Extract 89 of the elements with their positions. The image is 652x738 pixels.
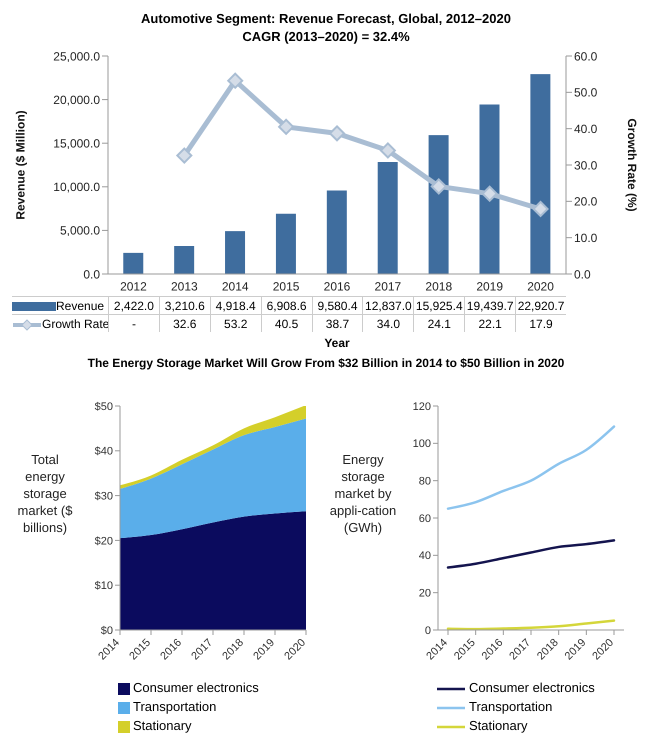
x-tick-label: 2014 <box>222 280 249 294</box>
legend-label: Stationary <box>469 718 528 733</box>
chart-title: Automotive Segment: Revenue Forecast, Global, 2012–2020 <box>140 10 512 28</box>
bar <box>479 104 500 274</box>
point <box>329 125 345 142</box>
y-tick-label: 40 <box>418 550 431 562</box>
legend-label: Stationary <box>133 718 192 733</box>
chart-subtitle: CAGR (2013–2020) = 32.4% <box>241 28 411 46</box>
y-tick-label: 20 <box>418 588 431 600</box>
y2-tick-label: 60.0 <box>574 49 598 64</box>
data-label: 32.6 <box>158 314 210 332</box>
legend-label: Transportation <box>469 699 552 714</box>
y2-tick-label: 20.0 <box>574 194 598 209</box>
y-tick-label: 80 <box>418 476 431 488</box>
legend-label: Revenue <box>56 299 104 313</box>
data-label: 19,439.7 <box>464 296 516 314</box>
x-tick-label: 2016 <box>324 280 351 294</box>
bar <box>174 246 194 274</box>
x-tick-label: 2020 <box>527 280 554 294</box>
y-tick-label: $0 <box>100 624 113 637</box>
data-label: 3,210.6 <box>158 296 210 314</box>
x-axis-title: Year <box>323 336 351 350</box>
y-tick-label: 0.0 <box>83 267 100 282</box>
data-label: 38.7 <box>312 314 362 332</box>
data-label: 22,920.7 <box>515 296 566 314</box>
data-label: 34.0 <box>362 314 414 332</box>
y-tick-label: 10,000.0 <box>53 180 100 194</box>
data-label: 24.1 <box>413 314 464 332</box>
x-tick-label: 2018 <box>425 280 452 294</box>
chart-title: The Energy Storage Market Will Grow From $32 Billion in 2014 to $50 Billion in 2020 <box>86 356 566 370</box>
point <box>482 186 498 202</box>
data-label: 40.5 <box>260 314 312 332</box>
x-tick-label: 2012 <box>120 280 148 294</box>
y-tick-label: 5,000.0 <box>60 224 100 238</box>
y-tick-label: 60 <box>418 512 431 525</box>
y-tick-label: $20 <box>94 535 113 548</box>
legend-label: Transportation <box>133 699 216 714</box>
y-tick-label: $50 <box>94 400 113 413</box>
y-tick-label: 25,000.0 <box>53 49 100 64</box>
line-series <box>446 425 616 510</box>
data-label: 4,918.4 <box>210 296 261 314</box>
data-label: 9,580.4 <box>312 296 362 314</box>
y2-axis-title: Growth Rate (%) <box>624 118 639 212</box>
bar <box>123 252 144 274</box>
bar <box>530 74 550 274</box>
y-tick-label: $40 <box>94 446 113 458</box>
y-tick-label: 15,000.0 <box>53 136 100 150</box>
bar <box>326 190 347 274</box>
point <box>380 142 396 158</box>
data-label: 2,422.0 <box>108 296 159 314</box>
y2-tick-label: 40.0 <box>574 122 598 136</box>
point <box>227 72 244 89</box>
line-series <box>446 539 616 569</box>
y2-tick-label: 30.0 <box>574 158 598 172</box>
y-tick-label: 0 <box>424 624 431 637</box>
point <box>430 178 447 194</box>
bar <box>225 231 246 274</box>
y2-tick-label: 50.0 <box>574 86 598 100</box>
bar <box>276 214 296 274</box>
x-tick-label: 2017 <box>374 280 402 294</box>
y-tick-label: $30 <box>94 490 113 503</box>
data-label: 6,908.6 <box>260 296 312 314</box>
legend-label: Consumer electronics <box>133 680 259 695</box>
point <box>532 200 549 217</box>
legend-label: Growth Rate <box>42 317 110 331</box>
x-tick-label: 2015 <box>272 280 300 294</box>
y-tick-label: $10 <box>94 580 113 592</box>
data-label: 53.2 <box>210 314 261 332</box>
y-tick-label: 120 <box>412 400 431 413</box>
point <box>176 148 192 164</box>
y-axis-title: Revenue ($ Million) <box>13 110 28 220</box>
y-tick-label: 100 <box>412 438 431 450</box>
data-label: 15,925.4 <box>413 296 464 314</box>
bar <box>378 162 398 274</box>
data-label: 22.1 <box>464 314 516 332</box>
y-axis-title: Energy storage market by appli-cation (GWh) <box>328 451 398 536</box>
y2-tick-label: 10.0 <box>574 230 598 245</box>
y-tick-label: 20,000.0 <box>53 92 100 107</box>
text: - <box>132 317 136 331</box>
data-label: 17.9 <box>515 314 566 332</box>
y-axis-title: Total energy storage market ($ billions) <box>16 451 74 536</box>
legend-label: Consumer electronics <box>469 680 595 695</box>
line-series <box>446 619 616 630</box>
bar <box>428 135 449 274</box>
y2-tick-label: 0.0 <box>574 267 592 282</box>
data-label: 12,837.0 <box>362 296 414 314</box>
x-tick-label: 2019 <box>476 280 504 294</box>
point <box>278 118 294 135</box>
x-tick-label: 2013 <box>170 280 198 294</box>
